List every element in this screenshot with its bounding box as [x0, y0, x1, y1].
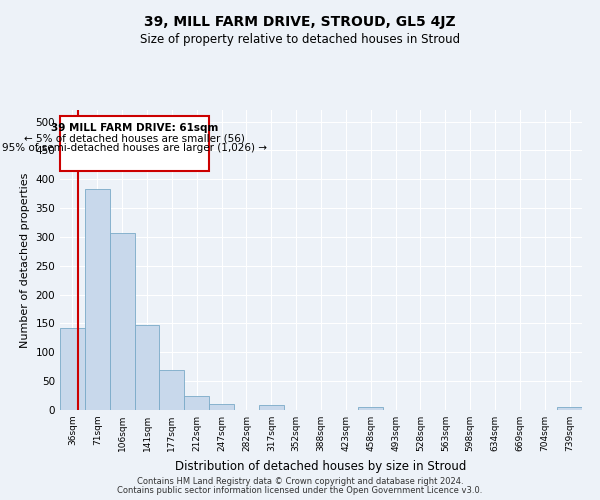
Bar	[259, 406, 284, 410]
FancyBboxPatch shape	[60, 116, 209, 170]
Text: Contains public sector information licensed under the Open Government Licence v3: Contains public sector information licen…	[118, 486, 482, 495]
Text: Size of property relative to detached houses in Stroud: Size of property relative to detached ho…	[140, 32, 460, 46]
Bar	[358, 407, 383, 410]
Bar	[557, 407, 582, 410]
Bar	[134, 324, 160, 410]
Text: ← 5% of detached houses are smaller (56): ← 5% of detached houses are smaller (56)	[24, 133, 245, 143]
Text: 39 MILL FARM DRIVE: 61sqm: 39 MILL FARM DRIVE: 61sqm	[51, 124, 218, 134]
Y-axis label: Number of detached properties: Number of detached properties	[20, 172, 30, 348]
Text: 95% of semi-detached houses are larger (1,026) →: 95% of semi-detached houses are larger (…	[2, 143, 267, 153]
Bar	[85, 189, 110, 410]
X-axis label: Distribution of detached houses by size in Stroud: Distribution of detached houses by size …	[175, 460, 467, 472]
Text: Contains HM Land Registry data © Crown copyright and database right 2024.: Contains HM Land Registry data © Crown c…	[137, 477, 463, 486]
Bar	[160, 370, 184, 410]
Bar	[60, 328, 85, 410]
Bar	[184, 396, 209, 410]
Bar	[209, 404, 234, 410]
Bar	[110, 233, 134, 410]
Text: 39, MILL FARM DRIVE, STROUD, GL5 4JZ: 39, MILL FARM DRIVE, STROUD, GL5 4JZ	[144, 15, 456, 29]
